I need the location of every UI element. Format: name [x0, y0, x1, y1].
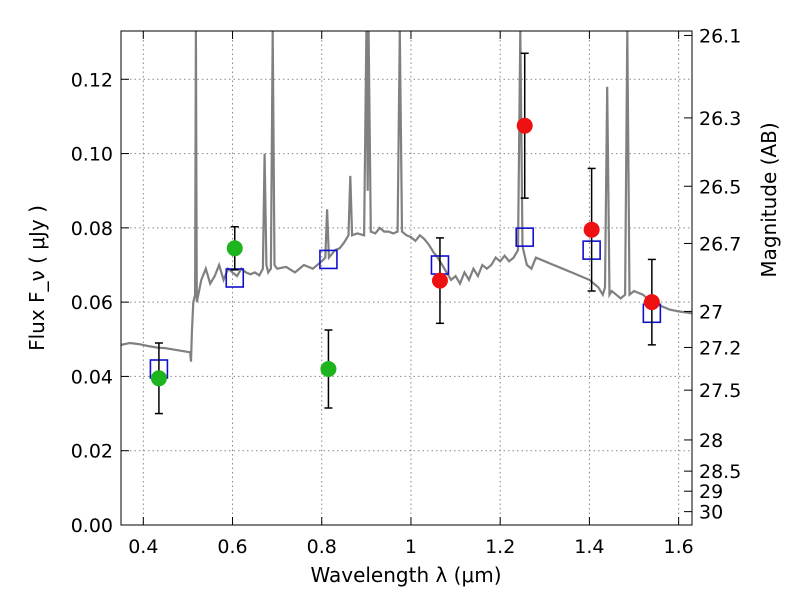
- y-axis-label-right: Magnitude (AB): [757, 122, 781, 277]
- y-tick-label: 0.10: [71, 144, 113, 166]
- axis-ticks: 0.4 0.6 0.8 1 1.2 1.4 1.6 0.00 0.02 0.04 0.06 0.08 0…: [71, 25, 742, 558]
- observed-point-red: [583, 221, 600, 238]
- x-tick-label: 0.6: [217, 536, 247, 558]
- magnitude-tick-label: 30: [699, 502, 723, 524]
- observed-point-red: [643, 294, 660, 311]
- magnitude-tick-label: 27.5: [699, 380, 741, 402]
- model-photometry-square: [515, 227, 535, 247]
- data-marks: [149, 52, 662, 415]
- magnitude-tick-label: 27.2: [699, 337, 741, 359]
- y-tick-label: 0.04: [71, 366, 113, 388]
- y-tick-label: 0.02: [71, 441, 113, 463]
- x-tick-label: 1.2: [485, 536, 515, 558]
- observed-point-red: [516, 117, 533, 134]
- model-photometry-square: [319, 249, 338, 270]
- observed-point-green: [320, 361, 337, 377]
- y-tick-label: 0.00: [71, 515, 113, 537]
- y-tick-label: 0.06: [71, 292, 113, 314]
- magnitude-tick-label: 26.7: [699, 233, 741, 255]
- plot-frame: [120, 30, 693, 526]
- magnitude-tick-label: 26.1: [699, 25, 741, 47]
- x-tick-label: 1: [405, 536, 417, 558]
- x-tick-label: 0.4: [128, 536, 158, 558]
- x-tick-label: 0.8: [307, 536, 337, 558]
- y-tick-label: 0.08: [71, 218, 113, 240]
- magnitude-tick-label: 28.5: [699, 461, 741, 483]
- magnitude-tick-label: 27: [699, 301, 723, 323]
- magnitude-tick-label: 26.3: [699, 108, 741, 130]
- magnitude-tick-label: 29: [699, 481, 723, 503]
- model-spectrum-line: [121, 31, 692, 362]
- x-tick-label: 1.4: [574, 536, 604, 558]
- y-axis-label-left: Flux F_ν ( μJy ): [25, 205, 49, 351]
- observed-point-red: [431, 272, 448, 289]
- y-tick-label: 0.12: [71, 69, 113, 91]
- magnitude-tick-label: 28: [699, 430, 723, 452]
- x-axis-label: Wavelength λ (μm): [310, 563, 501, 587]
- magnitude-tick-label: 26.5: [699, 176, 741, 198]
- observed-point-green: [150, 370, 167, 387]
- observed-point-green: [226, 240, 243, 257]
- x-tick-label: 1.6: [664, 536, 694, 558]
